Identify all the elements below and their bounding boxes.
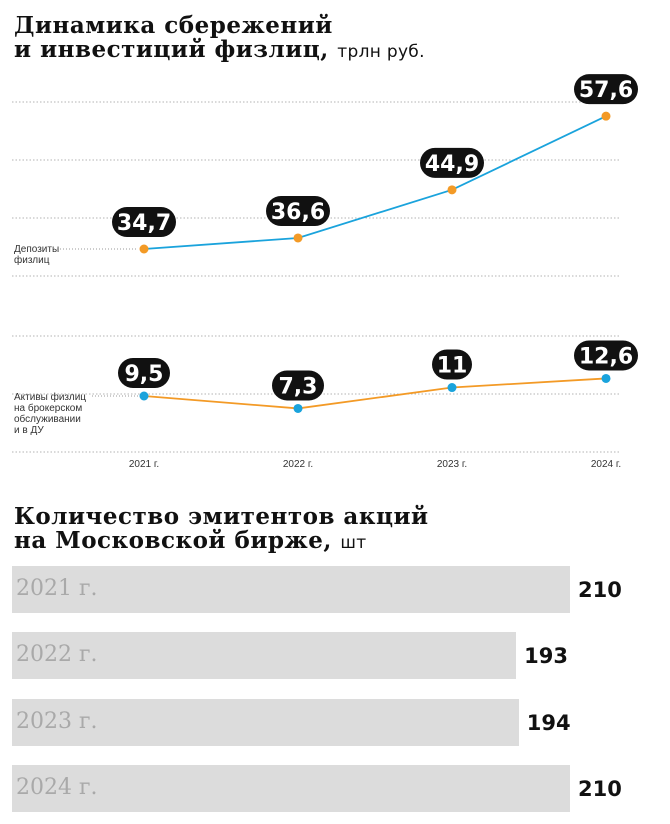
series-0-data-label-2: 44,9 bbox=[425, 152, 479, 177]
series-0-point-2 bbox=[447, 185, 457, 195]
series-1-name-line-2: обслуживании bbox=[14, 413, 81, 425]
series-0-label-bg-3 bbox=[574, 74, 638, 105]
series-0-data-label-0: 34,7 bbox=[117, 211, 171, 236]
series-1-name-line-1: на брокерском bbox=[14, 402, 82, 414]
chart2-title: Количество эмитентов акций на Московской… bbox=[14, 505, 429, 555]
series-1-point-2 bbox=[447, 383, 457, 393]
x-tick-label-1: 2022 г. bbox=[283, 459, 313, 470]
series-1-point-1 bbox=[293, 403, 303, 413]
bar-3: 2024 г. bbox=[12, 765, 570, 812]
chart2-unit: шт bbox=[340, 533, 367, 553]
series-0-point-3 bbox=[601, 111, 611, 121]
chart2-title-line1: Количество эмитентов акций bbox=[14, 503, 429, 530]
series-1-data-label-3: 12,6 bbox=[579, 344, 633, 369]
series-1-label-bg-1 bbox=[272, 370, 324, 401]
series-0-point-0 bbox=[139, 244, 149, 254]
x-tick-label-0: 2021 г. bbox=[129, 459, 159, 470]
series-1-line bbox=[143, 377, 607, 410]
chart1-unit: трлн руб. bbox=[337, 42, 425, 62]
chart1-title-line2: и инвестиций физлиц, bbox=[14, 36, 329, 63]
bar-value-label-1: 193 bbox=[524, 644, 568, 668]
series-0-name-line-1: физлиц bbox=[14, 254, 50, 266]
series-1-point-0 bbox=[139, 391, 149, 401]
series-1-name-line-0: Активы физлиц bbox=[14, 391, 86, 403]
series-1-data-label-0: 9,5 bbox=[125, 362, 164, 387]
series-1-point-3 bbox=[601, 373, 611, 383]
bar-category-label-2: 2023 г. bbox=[16, 709, 98, 734]
bar-category-label-0: 2021 г. bbox=[16, 576, 98, 601]
bar-value-label-2: 194 bbox=[526, 711, 571, 735]
bar-value-label-0: 210 bbox=[578, 578, 622, 602]
series-1-label-bg-3 bbox=[574, 340, 638, 371]
series-1-label-bg-2 bbox=[432, 349, 472, 380]
series-0-data-label-3: 57,6 bbox=[579, 78, 633, 103]
series-1-label-bg-0 bbox=[118, 358, 170, 388]
series-0-line bbox=[143, 115, 607, 250]
series-1-data-label-2: 11 bbox=[437, 354, 468, 379]
series-1-data-label-1: 7,3 bbox=[279, 374, 318, 399]
bar-value-label-3: 210 bbox=[578, 777, 622, 801]
series-0-name-line-0: Депозиты bbox=[14, 244, 59, 255]
bar-category-label-1: 2022 г. bbox=[16, 642, 98, 667]
chart2-title-line2: на Московской бирже, bbox=[14, 527, 332, 554]
bar-1: 2022 г. bbox=[12, 632, 517, 679]
series-0-label-bg-1 bbox=[266, 195, 330, 226]
chart1-title-line1: Динамика сбережений bbox=[14, 12, 333, 39]
x-tick-label-3: 2024 г. bbox=[591, 459, 621, 470]
series-0-data-label-1: 36,6 bbox=[271, 200, 325, 225]
series-1-name-line-3: и в ДУ bbox=[14, 425, 44, 436]
series-0-label-bg-0 bbox=[112, 207, 176, 237]
series-0-label-bg-2 bbox=[420, 147, 484, 178]
bar-category-label-3: 2024 г. bbox=[16, 775, 98, 800]
series-0-point-1 bbox=[293, 233, 303, 243]
bar-2: 2023 г. bbox=[12, 699, 519, 746]
x-tick-label-2: 2023 г. bbox=[437, 459, 467, 470]
chart1-title: Динамика сбережений и инвестиций физлиц,… bbox=[14, 14, 425, 64]
bar-0: 2021 г. bbox=[12, 566, 570, 613]
